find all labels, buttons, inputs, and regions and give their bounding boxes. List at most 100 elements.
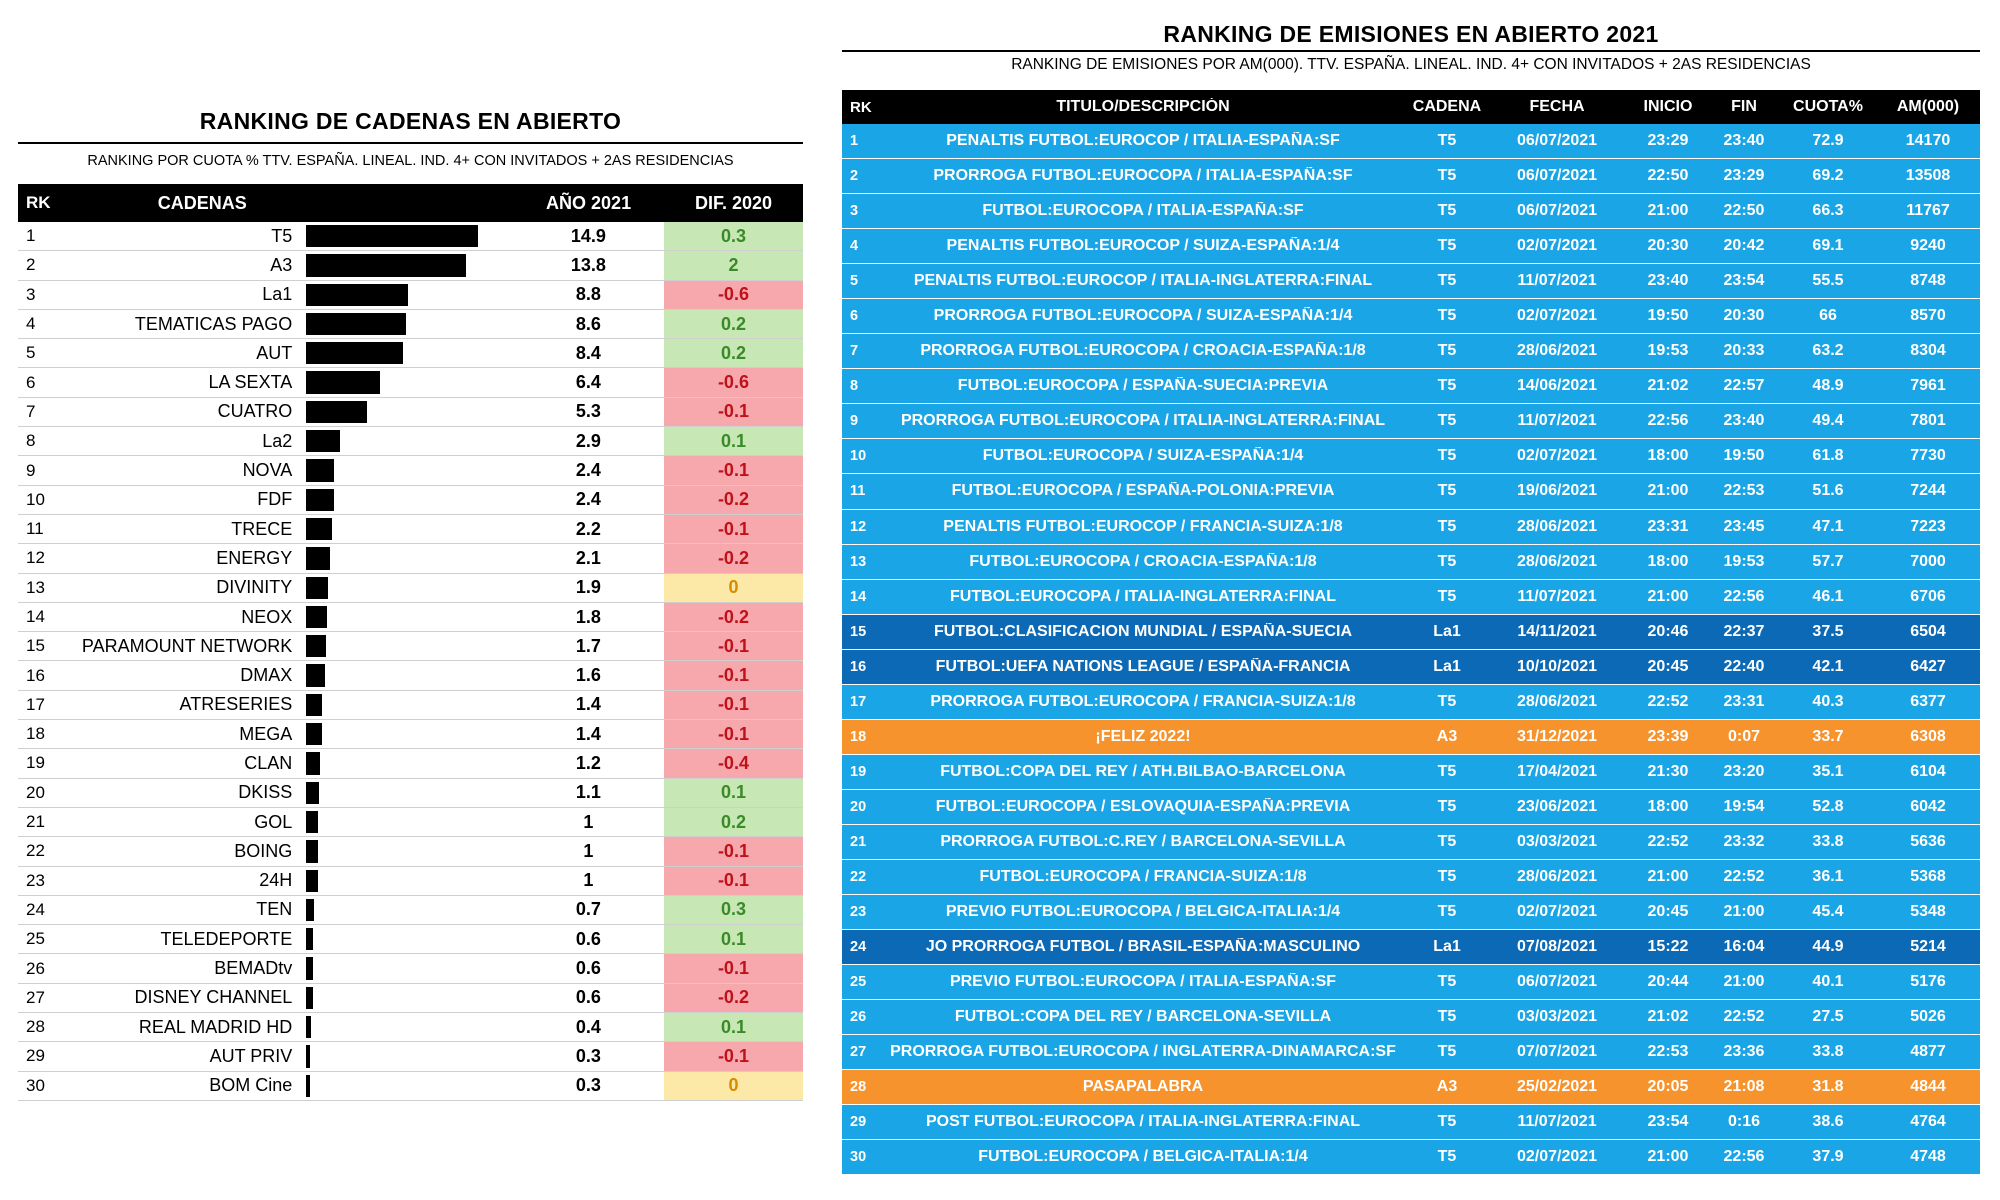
channel-name-cell: AUT xyxy=(256,342,293,363)
channel-cell: T5 xyxy=(1437,1043,1457,1061)
channel-name-cell: DISNEY CHANNEL xyxy=(134,987,293,1008)
dif-2020-cell: -0.1 xyxy=(663,837,803,866)
rank-cell: 6 xyxy=(850,308,859,325)
rank-cell: 6 xyxy=(26,372,36,392)
rank-cell: 1 xyxy=(850,133,859,150)
share-bar-cell xyxy=(306,691,513,719)
table-row: 18 MEGA 1.4 -0.1 xyxy=(18,720,803,750)
share-bar xyxy=(306,430,340,453)
share-2021-cell: 0.6 xyxy=(575,958,601,979)
header-am: AM(000) xyxy=(1896,98,1960,115)
share-cell: 47.1 xyxy=(1812,517,1844,535)
broadcast-table-body: 1 PENALTIS FUTBOL:EUROCOP / ITALIA-ESPAÑA… xyxy=(842,124,1980,1176)
channel-name-cell: NEOX xyxy=(241,606,293,627)
rank-cell: 29 xyxy=(26,1046,45,1066)
audience-cell: 6104 xyxy=(1910,762,1946,780)
share-cell: 69.1 xyxy=(1812,237,1844,255)
channel-name-cell: ATRESERIES xyxy=(179,694,293,715)
share-bar xyxy=(306,928,314,951)
share-bar xyxy=(306,664,325,687)
title-cell: FUTBOL:CLASIFICACION MUNDIAL / ESPAÑA-SU… xyxy=(933,622,1353,640)
rank-cell: 16 xyxy=(850,658,867,675)
table-row: 25 PREVIO FUTBOL:EUROCOPA / ITALIA-ESPAÑA… xyxy=(842,965,1980,1001)
share-bar xyxy=(306,723,323,746)
channel-name-cell: TRECE xyxy=(231,518,293,539)
share-bar xyxy=(306,576,329,599)
dif-2020-cell: 0.3 xyxy=(663,222,803,251)
share-2021-cell: 2.2 xyxy=(575,518,601,539)
title-divider xyxy=(842,50,1980,52)
share-cell: 33.7 xyxy=(1812,727,1844,745)
table-row: 7 CUATRO 5.3 -0.1 xyxy=(18,397,803,428)
date-cell: 14/11/2021 xyxy=(1517,622,1597,640)
end-cell: 20:33 xyxy=(1723,342,1765,360)
share-2021-cell: 1.4 xyxy=(575,723,601,744)
rank-cell: 29 xyxy=(850,1114,867,1131)
title-cell: PASAPALABRA xyxy=(1082,1078,1204,1096)
share-cell: 51.6 xyxy=(1812,482,1844,500)
channel-cell: T5 xyxy=(1437,412,1457,430)
title-cell: FUTBOL:EUROCOPA / BELGICA-ITALIA:1/4 xyxy=(978,1148,1308,1166)
table-row: 16 FUTBOL:UEFA NATIONS LEAGUE / ESPAÑA-FR… xyxy=(842,649,1980,685)
audience-cell: 7223 xyxy=(1910,517,1946,535)
start-cell: 21:02 xyxy=(1647,1008,1689,1026)
channel-cell: T5 xyxy=(1437,447,1457,465)
channel-cell: T5 xyxy=(1437,377,1457,395)
share-2021-cell: 8.6 xyxy=(575,313,601,334)
start-cell: 20:46 xyxy=(1647,622,1689,640)
share-bar xyxy=(306,254,466,277)
share-cell: 40.3 xyxy=(1812,692,1844,710)
table-row: 24 JO PRORROGA FUTBOL / BRASIL-ESPAÑA:MAS… xyxy=(842,930,1980,966)
end-cell: 22:52 xyxy=(1723,868,1765,885)
start-cell: 23:39 xyxy=(1647,727,1689,745)
title-cell: PENALTIS FUTBOL:EUROCOP / SUIZA-ESPAÑA:1… xyxy=(946,237,1340,255)
header-anio-2021: AÑO 2021 xyxy=(513,184,665,222)
table-row: 14 FUTBOL:EUROCOPA / ITALIA-INGLATERRA:FI… xyxy=(842,579,1980,615)
start-cell: 21:00 xyxy=(1647,202,1689,220)
share-bar-cell xyxy=(306,574,513,602)
end-cell: 21:00 xyxy=(1723,903,1765,921)
start-cell: 22:52 xyxy=(1647,692,1689,710)
date-cell: 06/07/2021 xyxy=(1516,202,1598,220)
rank-cell: 10 xyxy=(850,448,867,465)
share-2021-cell: 1.2 xyxy=(575,752,601,773)
share-bar xyxy=(306,957,314,980)
rank-cell: 18 xyxy=(850,728,867,745)
channel-name-cell: LA SEXTA xyxy=(208,372,293,393)
title-cell: FUTBOL:EUROCOPA / ESLOVAQUIA-ESPAÑA:PREV… xyxy=(935,797,1351,815)
title-cell: PRORROGA FUTBOL:EUROCOPA / ITALIA-ESPAÑA… xyxy=(933,167,1353,185)
channel-cell: T5 xyxy=(1437,202,1457,220)
share-cell: 52.8 xyxy=(1812,797,1844,815)
share-2021-cell: 0.4 xyxy=(575,1016,601,1037)
dif-2020-cell: -0.6 xyxy=(663,280,803,309)
rank-cell: 5 xyxy=(26,343,36,363)
title-cell: POST FUTBOL:EUROCOPA / ITALIA-INGLATERRA… xyxy=(925,1113,1361,1131)
table-row: 19 CLAN 1.2 -0.4 xyxy=(18,749,803,779)
share-bar xyxy=(306,547,331,570)
start-cell: 21:00 xyxy=(1647,1148,1689,1166)
dif-2020-cell: -0.1 xyxy=(663,632,803,661)
table-row: 17 PRORROGA FUTBOL:EUROCOPA / FRANCIA-SUI… xyxy=(842,684,1980,720)
dif-2020-cell: 0 xyxy=(663,1071,803,1100)
rank-cell: 12 xyxy=(26,548,45,568)
rank-cell: 2 xyxy=(850,168,859,185)
table-row: 18 ¡FELIZ 2022! A3 31/12/2021 23:39 0:07 33.7 6… xyxy=(842,719,1980,755)
date-cell: 11/07/2021 xyxy=(1517,587,1597,605)
table-row: 23 24H 1 -0.1 xyxy=(18,866,803,896)
end-cell: 23:36 xyxy=(1723,1043,1765,1061)
date-cell: 11/07/2021 xyxy=(1517,1113,1597,1131)
title-cell: FUTBOL:COPA DEL REY / ATH.BILBAO-BARCELO… xyxy=(940,762,1346,780)
start-cell: 20:30 xyxy=(1647,237,1689,255)
share-2021-cell: 1.4 xyxy=(575,694,601,715)
dif-2020-cell: -0.1 xyxy=(663,514,803,544)
audience-cell: 6427 xyxy=(1910,657,1946,675)
table-row: 2 PRORROGA FUTBOL:EUROCOPA / ITALIA-ESPAÑ… xyxy=(842,159,1980,195)
dif-2020-cell: 0.1 xyxy=(663,925,803,954)
title-cell: PRORROGA FUTBOL:EUROCOPA / CROACIA-ESPAÑ… xyxy=(920,342,1366,360)
table-row: 25 TELEDEPORTE 0.6 0.1 xyxy=(18,925,803,955)
end-cell: 23:40 xyxy=(1723,132,1765,150)
share-bar xyxy=(306,400,368,424)
rank-cell: 14 xyxy=(26,607,45,626)
dif-2020-cell: 0.3 xyxy=(663,895,803,925)
rank-cell: 26 xyxy=(26,958,45,978)
